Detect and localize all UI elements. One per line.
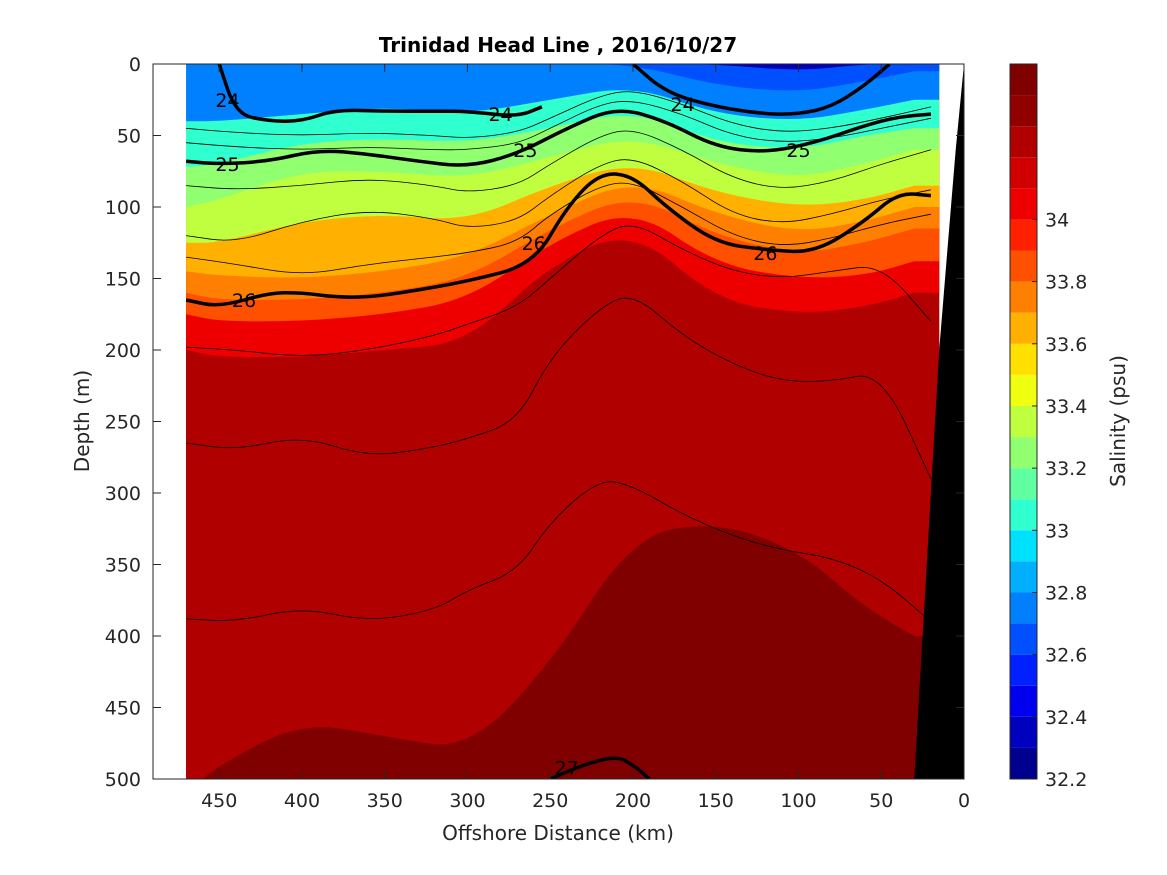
- y-tick-label: 400: [105, 626, 141, 648]
- density-contour-thin: [186, 297, 932, 479]
- density-contour-thin: [186, 130, 932, 192]
- salinity-fill-layer: [186, 64, 940, 779]
- colorbar-swatch: [1010, 64, 1037, 96]
- density-contour-thin: [186, 91, 931, 138]
- bathymetry-seafloor: [914, 64, 964, 779]
- contour-label: 25: [786, 140, 810, 162]
- colorbar-ticks: 32.2 32.4 32.6 32.8 33 33.2 33.4 33.6 33.8 34: [1032, 209, 1087, 791]
- y-tick-label: 50: [117, 126, 141, 148]
- colorbar-swatch: [1010, 747, 1037, 779]
- colorbar-swatch: [1010, 343, 1037, 375]
- density-contour-thin: [186, 101, 931, 151]
- y-tick-label: 450: [105, 698, 141, 720]
- y-tick-label: 250: [105, 412, 141, 434]
- colorbar-swatch: [1010, 126, 1037, 158]
- colorbar-swatch: [1010, 281, 1037, 313]
- colorbar-tick-label: 32.2: [1045, 769, 1087, 791]
- colorbar-swatch: [1010, 219, 1037, 251]
- salinity-band: [186, 64, 940, 70]
- contour-label: 26: [232, 290, 256, 312]
- x-tick-label: 50: [869, 790, 893, 812]
- bold-contour-layer: [185, 64, 932, 779]
- x-tick-label: 0: [958, 790, 970, 812]
- colorbar-swatch: [1010, 468, 1037, 500]
- y-tick-label: 350: [105, 555, 141, 577]
- colorbar-swatch: [1010, 716, 1037, 748]
- y-axis-ticks: 0 50 100 150 200 250 300 350 400 450 500: [105, 54, 964, 791]
- x-tick-label: 400: [284, 790, 320, 812]
- thin-contour-layer: [186, 91, 932, 623]
- y-tick-label: 150: [105, 269, 141, 291]
- colorbar-swatch: [1010, 499, 1037, 531]
- colorbar-tick-label: 34: [1045, 209, 1069, 231]
- colorbar-tick-label: 33: [1045, 520, 1069, 542]
- colorbar-frame: [1009, 63, 1038, 780]
- bathymetry-layer: [914, 64, 964, 779]
- x-tick-label: 450: [201, 790, 237, 812]
- y-tick-label: 500: [105, 769, 141, 791]
- density-contour-27: [549, 756, 651, 779]
- density-contour-25: [185, 109, 932, 167]
- y-tick-label: 0: [129, 54, 141, 76]
- colorbar-swatch: [1010, 188, 1037, 220]
- colorbar-tick-label: 33.2: [1045, 458, 1087, 480]
- colorbar-swatch: [1010, 685, 1037, 717]
- y-tick-label: 100: [105, 197, 141, 219]
- colorbar-swatch: [1010, 623, 1037, 655]
- colorbar-swatch: [1010, 312, 1037, 344]
- colorbar: [1010, 64, 1037, 779]
- colorbar-tick-label: 33.6: [1045, 334, 1087, 356]
- contour-label: 24: [215, 90, 239, 112]
- density-contour-26: [185, 172, 932, 307]
- y-axis-label: Depth (m): [70, 370, 94, 472]
- colorbar-tick-label: 32.6: [1045, 645, 1087, 667]
- colorbar-swatch: [1010, 405, 1037, 438]
- colorbar-swatch: [1010, 157, 1037, 189]
- colorbar-tick-label: 32.4: [1045, 707, 1087, 729]
- contour-label: 25: [215, 154, 239, 176]
- colorbar-label: Salinity (psu): [1106, 355, 1130, 487]
- colorbar-tick-label: 33.8: [1045, 272, 1087, 294]
- density-contour-24: [631, 64, 891, 116]
- contour-label: 25: [513, 140, 537, 162]
- colorbar-swatch: [1010, 654, 1037, 686]
- colorbar-swatch: [1010, 592, 1037, 624]
- density-contour-thin: [186, 481, 932, 623]
- colorbar-swatch: [1010, 561, 1037, 593]
- x-tick-label: 100: [780, 790, 816, 812]
- x-axis-ticks: 450 400 350 300 250 200 150 100 50 0: [201, 64, 970, 812]
- salinity-band: [186, 64, 940, 91]
- colorbar-swatch: [1010, 374, 1037, 406]
- colorbar-swatch: [1010, 437, 1037, 469]
- x-tick-label: 250: [532, 790, 568, 812]
- density-contour-thin: [186, 225, 932, 356]
- colorbar-tick-label: 32.8: [1045, 582, 1087, 604]
- contour-label: 26: [522, 233, 546, 255]
- x-tick-label: 350: [367, 790, 403, 812]
- density-contour-thin: [186, 182, 931, 274]
- contour-label: 24: [671, 94, 695, 116]
- y-tick-label: 200: [105, 340, 141, 362]
- contour-label: 27: [555, 758, 579, 780]
- contour-label: 24: [488, 104, 512, 126]
- colorbar-swatch: [1010, 95, 1037, 127]
- x-tick-label: 200: [615, 790, 651, 812]
- colorbar-tick-label: 33.4: [1045, 396, 1087, 418]
- x-tick-label: 150: [698, 790, 734, 812]
- density-contour-24: [217, 64, 543, 123]
- x-tick-label: 300: [449, 790, 485, 812]
- contour-label: 26: [753, 243, 777, 265]
- chart-title: Trinidad Head Line , 2016/10/27: [379, 33, 737, 57]
- density-contour-thin: [186, 159, 931, 241]
- x-axis-label: Offshore Distance (km): [442, 821, 674, 845]
- colorbar-swatch: [1010, 250, 1037, 282]
- y-tick-label: 300: [105, 483, 141, 505]
- colorbar-swatch: [1010, 530, 1037, 562]
